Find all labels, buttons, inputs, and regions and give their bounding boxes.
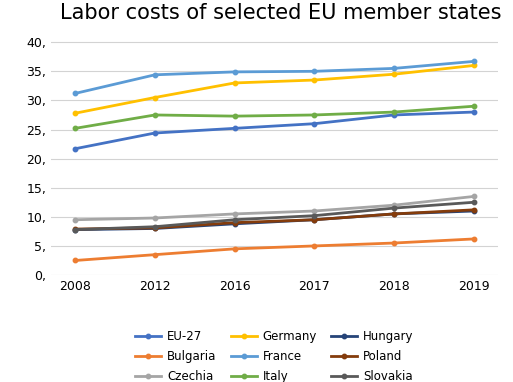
Czechia	[231, 212, 238, 216]
Poland	[311, 217, 318, 222]
Bulgaria	[311, 244, 318, 248]
Slovakia	[152, 225, 158, 229]
Poland	[470, 207, 477, 212]
France	[470, 59, 477, 64]
Line: Hungary: Hungary	[73, 209, 476, 232]
Czechia	[311, 209, 318, 213]
EU-27	[391, 113, 397, 117]
Poland	[152, 226, 158, 230]
Hungary	[72, 227, 78, 232]
France	[391, 66, 397, 71]
Line: Czechia: Czechia	[73, 194, 476, 222]
France	[311, 69, 318, 74]
Line: EU-27: EU-27	[73, 110, 476, 151]
Germany	[391, 72, 397, 76]
Czechia	[72, 217, 78, 222]
Bulgaria	[470, 237, 477, 241]
EU-27	[231, 126, 238, 131]
Czechia	[152, 216, 158, 220]
Slovakia	[391, 206, 397, 210]
Hungary	[231, 222, 238, 226]
Czechia	[391, 203, 397, 207]
Slovakia	[470, 200, 477, 205]
EU-27	[470, 110, 477, 114]
Poland	[391, 212, 397, 216]
Hungary	[470, 209, 477, 213]
Line: Italy: Italy	[73, 104, 476, 131]
France	[231, 70, 238, 74]
Germany	[72, 111, 78, 115]
EU-27	[311, 121, 318, 126]
Italy	[152, 113, 158, 117]
Legend: EU-27, Bulgaria, Czechia, Germany, France, Italy, Hungary, Poland, Slovakia: EU-27, Bulgaria, Czechia, Germany, Franc…	[131, 325, 418, 382]
Slovakia	[311, 214, 318, 218]
Line: Bulgaria: Bulgaria	[73, 237, 476, 263]
Bulgaria	[231, 246, 238, 251]
Germany	[152, 95, 158, 100]
Bulgaria	[72, 258, 78, 263]
Italy	[470, 104, 477, 108]
Text: Labor costs of selected EU member states: Labor costs of selected EU member states	[60, 3, 502, 23]
Bulgaria	[152, 253, 158, 257]
EU-27	[152, 131, 158, 135]
Poland	[72, 227, 78, 231]
Slovakia	[72, 227, 78, 232]
Line: France: France	[73, 59, 476, 96]
Italy	[72, 126, 78, 131]
Italy	[311, 113, 318, 117]
Germany	[470, 63, 477, 68]
Line: Slovakia: Slovakia	[73, 200, 476, 232]
Hungary	[152, 226, 158, 231]
Hungary	[391, 212, 397, 216]
Germany	[231, 81, 238, 85]
France	[72, 91, 78, 96]
Czechia	[470, 194, 477, 199]
France	[152, 73, 158, 77]
Line: Germany: Germany	[73, 63, 476, 115]
Poland	[231, 220, 238, 225]
Bulgaria	[391, 241, 397, 245]
Hungary	[311, 217, 318, 222]
Italy	[231, 114, 238, 118]
Germany	[311, 78, 318, 83]
Slovakia	[231, 217, 238, 222]
EU-27	[72, 146, 78, 151]
Line: Poland: Poland	[73, 208, 476, 231]
Italy	[391, 110, 397, 114]
